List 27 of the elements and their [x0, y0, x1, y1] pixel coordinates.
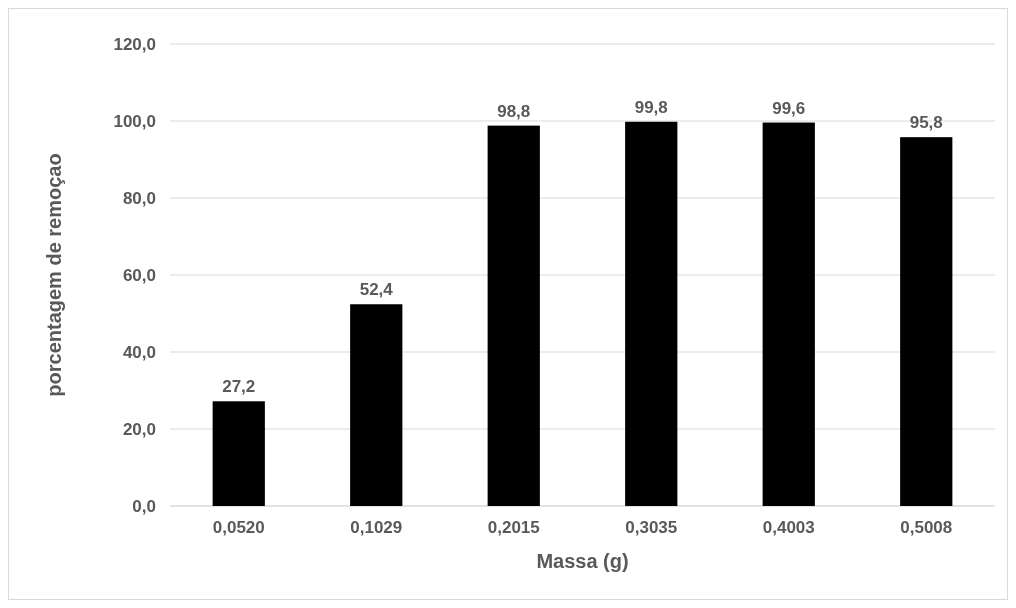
y-tick-label: 0,0 — [132, 496, 156, 516]
data-label: 95,8 — [909, 113, 943, 133]
x-tick-label: 0,0520 — [212, 518, 265, 537]
y-tick-label: 100,0 — [113, 111, 156, 131]
x-tick-label: 0,2015 — [487, 518, 540, 537]
bar — [625, 121, 678, 506]
y-tick-label: 40,0 — [122, 342, 156, 362]
x-tick-label: 0,3035 — [625, 518, 678, 537]
y-tick-label: 20,0 — [122, 419, 156, 439]
x-tick-label: 0,5008 — [900, 518, 953, 537]
data-label: 27,2 — [222, 377, 256, 397]
bar — [487, 125, 540, 506]
x-tick-label: 0,1029 — [350, 518, 403, 537]
bar — [900, 137, 953, 506]
bar — [212, 401, 265, 506]
x-tick-label: 0,4003 — [762, 518, 815, 537]
data-label: 52,4 — [359, 280, 394, 300]
bar — [350, 304, 403, 506]
data-label: 99,6 — [772, 98, 806, 118]
y-axis-title: porcentagem de remoçao — [43, 153, 65, 397]
x-axis-title: Massa (g) — [536, 550, 629, 572]
bar — [762, 122, 815, 506]
data-label: 98,8 — [497, 101, 531, 121]
y-tick-label: 60,0 — [122, 265, 156, 285]
data-label: 99,8 — [634, 97, 668, 117]
y-tick-label: 120,0 — [113, 34, 156, 54]
y-tick-label: 80,0 — [122, 188, 156, 208]
